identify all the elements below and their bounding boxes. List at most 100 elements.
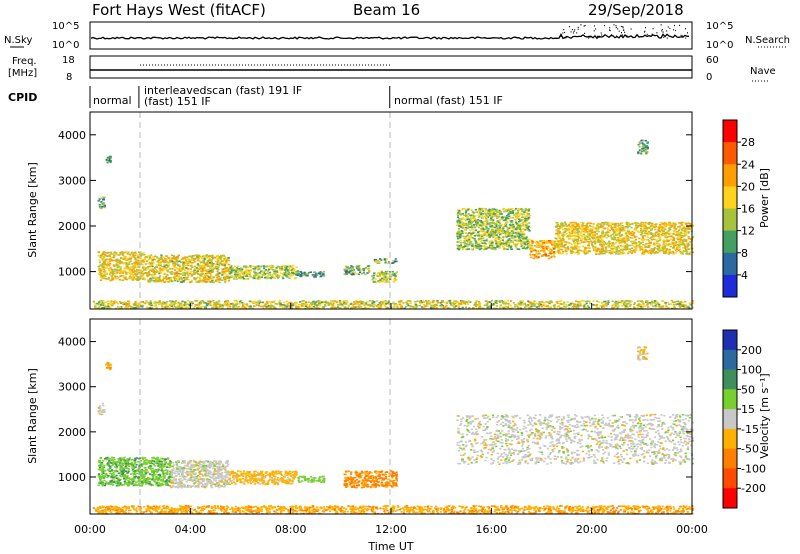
power-echo-cell bbox=[551, 244, 554, 246]
power-echo-cell bbox=[486, 221, 489, 224]
power-echo-cell bbox=[282, 274, 285, 276]
power-echo-cell bbox=[499, 213, 502, 215]
power-echo-cell bbox=[382, 300, 385, 303]
power-echo-cell bbox=[541, 304, 544, 307]
power-echo-cell bbox=[489, 306, 492, 308]
power-echo-cell bbox=[106, 300, 109, 302]
power-echo-cell bbox=[99, 254, 103, 256]
power-echo-cell bbox=[623, 301, 627, 303]
power-echo-cell bbox=[464, 244, 467, 247]
power-echo-cell bbox=[224, 300, 228, 302]
power-echo-cell bbox=[103, 205, 106, 207]
power-echo-cell bbox=[645, 230, 648, 232]
power-echo-cell bbox=[114, 273, 117, 275]
power-echo-cell bbox=[284, 269, 287, 271]
power-echo-cell bbox=[106, 252, 109, 254]
power-echo-cell bbox=[168, 280, 171, 282]
power-echo-cell bbox=[222, 254, 225, 257]
power-echo-cell bbox=[643, 305, 646, 307]
power-echo-cell bbox=[478, 303, 481, 306]
power-echo-cell bbox=[384, 306, 387, 308]
power-echo-cell bbox=[457, 306, 460, 308]
power-echo-cell bbox=[353, 301, 356, 303]
power-echo-cell bbox=[504, 208, 507, 211]
power-echo-cell bbox=[258, 271, 261, 274]
power-echo-cell bbox=[178, 304, 181, 307]
power-echo-cell bbox=[254, 305, 257, 307]
power-echo-cell bbox=[133, 270, 136, 272]
power-echo-cell bbox=[563, 302, 566, 305]
noise-search-point bbox=[616, 35, 617, 37]
power-echo-cell bbox=[465, 232, 468, 234]
power-echo-cell bbox=[575, 234, 578, 237]
power-echo-cell bbox=[196, 255, 199, 257]
power-echo-cell bbox=[478, 304, 481, 306]
power-echo-cell bbox=[549, 252, 552, 255]
power-echo-cell bbox=[609, 250, 613, 253]
power-echo-cell bbox=[135, 252, 138, 255]
power-echo-cell bbox=[171, 268, 174, 270]
power-echo-cell bbox=[676, 244, 679, 246]
power-echo-cell bbox=[171, 280, 174, 283]
power-echo-cell bbox=[340, 302, 343, 305]
power-echo-cell bbox=[206, 265, 209, 267]
power-echo-cell bbox=[507, 242, 510, 244]
power-echo-cell bbox=[572, 306, 575, 308]
power-echo-cell bbox=[193, 272, 196, 274]
power-echo-cell bbox=[176, 257, 179, 259]
power-echo-cell bbox=[271, 274, 274, 276]
power-echo-cell bbox=[99, 268, 103, 270]
noise-right-tick-top: 10^5 bbox=[706, 21, 733, 32]
power-echo-cell bbox=[281, 269, 284, 271]
power-echo-cell bbox=[112, 270, 115, 273]
power-echo-cell bbox=[606, 221, 609, 224]
noise-search-point bbox=[651, 33, 653, 35]
power-echo-cell bbox=[547, 301, 550, 304]
power-echo-cell bbox=[108, 158, 111, 161]
power-echo-cell bbox=[390, 275, 393, 278]
power-echo-cell bbox=[526, 240, 529, 243]
power-echo-cell bbox=[462, 301, 465, 303]
power-echo-cell bbox=[470, 248, 474, 250]
power-echo-cell bbox=[143, 258, 146, 261]
power-echo-cell bbox=[158, 267, 161, 269]
power-echo-cell bbox=[101, 267, 104, 270]
power-echo-cell bbox=[242, 304, 245, 307]
power-echo-cell bbox=[556, 240, 559, 243]
power-echo-cell bbox=[160, 272, 163, 274]
power-echo-cell bbox=[147, 301, 150, 304]
power-echo-cell bbox=[224, 279, 227, 281]
power-echo-cell bbox=[453, 301, 456, 303]
power-echo-cell bbox=[238, 277, 241, 279]
power-echo-cell bbox=[279, 272, 282, 274]
power-echo-cell bbox=[246, 305, 249, 307]
power-echo-cell bbox=[535, 256, 538, 259]
power-echo-cell bbox=[210, 263, 213, 265]
power-echo-cell bbox=[552, 304, 555, 307]
power-echo-cell bbox=[502, 307, 505, 309]
power-echo-cell bbox=[611, 223, 614, 226]
power-echo-cell bbox=[543, 245, 546, 247]
power-echo-cell bbox=[494, 231, 497, 234]
power-echo-cell bbox=[548, 241, 551, 243]
power-echo-cell bbox=[141, 259, 144, 262]
power-echo-cell bbox=[187, 268, 190, 270]
power-echo-cell bbox=[528, 241, 531, 244]
power-echo-cell bbox=[102, 260, 105, 263]
power-echo-cell bbox=[304, 300, 307, 303]
power-echo-cell bbox=[564, 306, 567, 308]
power-echo-cell bbox=[100, 201, 103, 203]
power-echo-cell bbox=[582, 230, 585, 233]
power-echo-cell bbox=[515, 240, 518, 242]
power-echo-cell bbox=[521, 235, 524, 237]
power-echo-cell bbox=[598, 301, 601, 303]
power-echo-cell bbox=[179, 273, 182, 275]
power-echo-cell bbox=[269, 306, 272, 308]
power-echo-cell bbox=[484, 228, 487, 230]
power-echo-cell bbox=[125, 265, 128, 268]
power-echo-cell bbox=[163, 261, 166, 264]
power-echo-cell bbox=[294, 270, 298, 273]
power-echo-cell bbox=[654, 306, 658, 308]
power-echo-cell bbox=[460, 218, 463, 220]
power-echo-cell bbox=[198, 303, 201, 306]
